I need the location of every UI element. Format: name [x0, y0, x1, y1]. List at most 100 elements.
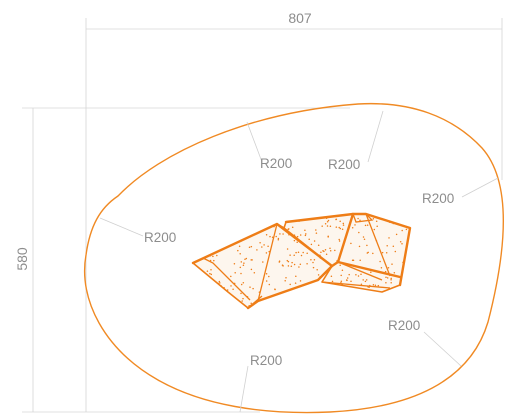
slab-dot	[234, 272, 236, 274]
slab-dot	[305, 233, 307, 235]
slab-dot	[312, 266, 315, 269]
slab-dot	[237, 249, 239, 252]
slab-dot	[263, 244, 265, 246]
slab-dot	[278, 260, 281, 262]
slab-dot	[355, 273, 357, 276]
slab-dot	[366, 224, 369, 226]
slab-dot	[218, 280, 221, 283]
slab-dot	[394, 250, 397, 253]
slab-edge	[336, 260, 402, 279]
slab-dot	[265, 280, 268, 282]
slab-dot	[268, 283, 271, 286]
slab-dot	[373, 228, 376, 231]
slab-dot	[366, 244, 368, 247]
height-dimension: 580	[14, 107, 350, 413]
slab-dot	[341, 269, 344, 272]
slab-dot	[226, 289, 229, 291]
slab-dot	[210, 269, 212, 271]
slab-dot	[296, 235, 299, 238]
slab-dot	[289, 254, 291, 256]
slab-dot	[289, 283, 291, 286]
slab-dot	[364, 224, 367, 227]
slab-dot	[285, 276, 287, 279]
slab-dot	[320, 251, 322, 254]
slab-dot	[359, 219, 361, 221]
slab-dot	[315, 229, 317, 231]
slab-dot	[362, 236, 365, 238]
slab-dot	[302, 251, 304, 254]
slab-dot	[217, 282, 219, 285]
slab-dot	[321, 225, 323, 227]
slab-dot	[327, 236, 329, 238]
slab-dot	[322, 249, 324, 252]
slab-dot	[372, 284, 375, 286]
slab-dot	[384, 270, 387, 273]
slab-dot	[342, 222, 345, 225]
slab-dot	[281, 264, 284, 266]
radius-leader	[461, 177, 499, 198]
slab-dot	[265, 233, 268, 236]
slab-dot	[242, 282, 245, 284]
slab-dot	[249, 286, 251, 288]
slab-dot	[401, 243, 403, 245]
radius-leader	[239, 365, 249, 413]
slab-dot	[357, 275, 360, 277]
slab-dot	[324, 248, 327, 251]
slab-dot	[388, 237, 390, 239]
slab-dot	[310, 259, 312, 261]
slab-dot	[329, 247, 331, 250]
slab-dot	[374, 284, 377, 286]
slab-dot	[293, 234, 296, 236]
slab-dot	[405, 228, 408, 231]
radius-label: R200	[328, 157, 360, 172]
slab-dot	[324, 222, 327, 225]
central-slab	[191, 212, 412, 310]
radius-leader	[367, 110, 384, 163]
slab-dot	[365, 279, 368, 281]
slab-dot	[265, 252, 268, 254]
slab-dot	[306, 262, 308, 265]
slab-dot	[259, 242, 261, 244]
slab-dot	[212, 255, 214, 258]
slab-dot	[232, 288, 234, 291]
height-dimension-label: 580	[14, 247, 30, 271]
slab-dot	[392, 245, 395, 248]
slab-dot	[390, 277, 392, 280]
slab-dot	[339, 220, 341, 223]
slab-dot	[364, 280, 367, 283]
slab-facet-line	[202, 257, 251, 301]
slab-dot	[316, 269, 318, 271]
slab-dot	[375, 220, 378, 222]
slab-dot	[313, 240, 316, 242]
slab-dot	[381, 251, 384, 254]
slab-dot	[335, 218, 338, 221]
slab-dot	[277, 237, 280, 240]
slab-dot	[274, 288, 276, 290]
slab-dot	[268, 275, 270, 278]
slab-dot	[242, 297, 244, 300]
slab-dot	[244, 258, 246, 261]
slab-dot	[310, 243, 313, 246]
slab-dot	[287, 228, 289, 231]
slab-dot	[363, 238, 366, 241]
slab-dot	[312, 261, 314, 264]
slab-dot	[385, 281, 387, 284]
radius-leader	[246, 121, 263, 163]
slab-dot	[267, 245, 269, 248]
radius-leader	[99, 217, 144, 237]
slab-dot	[331, 280, 334, 283]
slab-dot	[352, 259, 355, 261]
slab-dot	[291, 226, 294, 229]
slab-dot	[294, 282, 297, 284]
slab-dot	[360, 283, 363, 285]
slab-dot	[239, 266, 242, 269]
slab-dot	[275, 235, 277, 238]
slab-dot	[391, 263, 393, 265]
slab-facet-line	[365, 213, 391, 277]
slab-dot	[335, 226, 338, 228]
slab-dot	[304, 229, 306, 232]
slab-facet-line	[321, 281, 391, 289]
radius-label: R200	[260, 156, 292, 171]
slab-dot	[370, 271, 372, 273]
slab-dot	[240, 272, 242, 275]
